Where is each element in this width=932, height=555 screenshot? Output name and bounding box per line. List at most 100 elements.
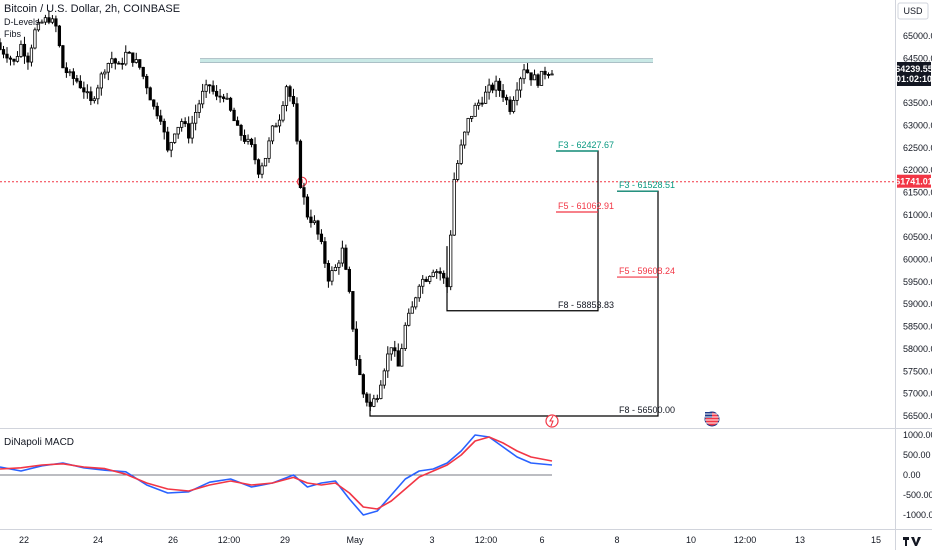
- candle[interactable]: [201, 83, 205, 109]
- indicator-label-levels[interactable]: D-Levels: [4, 17, 40, 27]
- candle[interactable]: [159, 109, 163, 125]
- candle[interactable]: [274, 122, 278, 128]
- candle[interactable]: [249, 137, 254, 148]
- candle[interactable]: [470, 115, 474, 123]
- candle-series[interactable]: [0, 10, 554, 412]
- candle[interactable]: [253, 137, 257, 165]
- candle[interactable]: [382, 368, 386, 389]
- candle[interactable]: [459, 139, 463, 166]
- candle[interactable]: [414, 296, 418, 310]
- candle[interactable]: [92, 96, 96, 104]
- candle[interactable]: [288, 84, 292, 102]
- candle[interactable]: [0, 38, 2, 51]
- candle[interactable]: [232, 107, 236, 122]
- candle[interactable]: [494, 75, 498, 98]
- candle[interactable]: [263, 157, 268, 167]
- candle[interactable]: [442, 270, 446, 284]
- candle[interactable]: [36, 18, 41, 32]
- candle[interactable]: [337, 260, 341, 275]
- candle[interactable]: [393, 340, 397, 357]
- candle[interactable]: [120, 57, 124, 70]
- candle[interactable]: [340, 240, 345, 267]
- candle[interactable]: [173, 133, 177, 144]
- candle[interactable]: [183, 117, 187, 128]
- candle[interactable]: [386, 346, 390, 378]
- candle[interactable]: [396, 343, 400, 367]
- candle[interactable]: [110, 51, 114, 69]
- candle[interactable]: [361, 373, 365, 398]
- candle[interactable]: [323, 237, 327, 268]
- candle[interactable]: [57, 24, 62, 48]
- candle[interactable]: [99, 71, 103, 96]
- candle[interactable]: [152, 99, 156, 110]
- candle[interactable]: [312, 215, 317, 225]
- candle[interactable]: [1, 45, 6, 59]
- candle[interactable]: [148, 86, 152, 101]
- candle[interactable]: [403, 322, 407, 351]
- candle[interactable]: [375, 394, 379, 403]
- candle[interactable]: [421, 275, 425, 294]
- candle[interactable]: [260, 162, 264, 179]
- candle[interactable]: [522, 64, 526, 84]
- candle[interactable]: [75, 74, 79, 84]
- candle[interactable]: [134, 52, 138, 64]
- candle[interactable]: [8, 55, 13, 66]
- candle[interactable]: [372, 394, 376, 408]
- time-axis[interactable]: 22 24 26 12:00 29 May 3 12:00 6 8 10 12:00 13 15: [19, 535, 881, 545]
- candle[interactable]: [473, 102, 477, 117]
- candle[interactable]: [113, 57, 117, 70]
- candle[interactable]: [305, 194, 310, 220]
- candle[interactable]: [438, 267, 442, 281]
- candle[interactable]: [235, 116, 240, 126]
- fib-bracket-upper[interactable]: [446, 150, 599, 312]
- candle[interactable]: [54, 15, 58, 33]
- candle[interactable]: [117, 60, 121, 65]
- candle[interactable]: [187, 116, 191, 144]
- candle[interactable]: [211, 80, 215, 95]
- candle[interactable]: [141, 66, 145, 80]
- candle[interactable]: [204, 79, 208, 98]
- fib-bracket-lower[interactable]: [369, 190, 659, 417]
- candle[interactable]: [64, 62, 69, 78]
- price-axis[interactable]: USD 65000.00 64500.00 63500.00 63000.00 62500…: [897, 2, 932, 421]
- signal-line[interactable]: [0, 436, 553, 510]
- candle[interactable]: [180, 118, 184, 132]
- candle[interactable]: [281, 101, 285, 123]
- candle[interactable]: [228, 96, 233, 112]
- candle[interactable]: [145, 73, 149, 95]
- candle[interactable]: [354, 321, 358, 366]
- macd-pane-title[interactable]: DiNapoli MACD: [4, 437, 75, 448]
- candle[interactable]: [239, 123, 243, 141]
- candle[interactable]: [242, 129, 247, 144]
- candle[interactable]: [410, 301, 414, 314]
- candle[interactable]: [333, 264, 338, 272]
- tradingview-logo[interactable]: [900, 532, 928, 548]
- candle[interactable]: [543, 66, 547, 80]
- candle[interactable]: [96, 84, 100, 105]
- candle[interactable]: [365, 392, 369, 407]
- currency-button[interactable]: [897, 2, 929, 20]
- candle[interactable]: [214, 85, 219, 101]
- candle[interactable]: [166, 126, 170, 153]
- candle[interactable]: [40, 19, 44, 24]
- candle[interactable]: [124, 45, 128, 66]
- candle[interactable]: [435, 269, 439, 279]
- candle[interactable]: [71, 68, 75, 86]
- candle[interactable]: [78, 75, 82, 89]
- candle[interactable]: [431, 269, 435, 278]
- candle[interactable]: [497, 78, 502, 97]
- candle[interactable]: [529, 72, 533, 86]
- candle[interactable]: [518, 76, 523, 98]
- candle[interactable]: [483, 85, 488, 105]
- candle[interactable]: [267, 137, 271, 163]
- candle[interactable]: [89, 86, 93, 106]
- candle[interactable]: [417, 284, 421, 302]
- candle[interactable]: [33, 27, 37, 50]
- candle[interactable]: [477, 99, 481, 110]
- candle[interactable]: [428, 275, 432, 285]
- candle[interactable]: [12, 58, 16, 66]
- candle[interactable]: [536, 73, 540, 88]
- candle[interactable]: [103, 69, 107, 79]
- candle[interactable]: [106, 62, 110, 81]
